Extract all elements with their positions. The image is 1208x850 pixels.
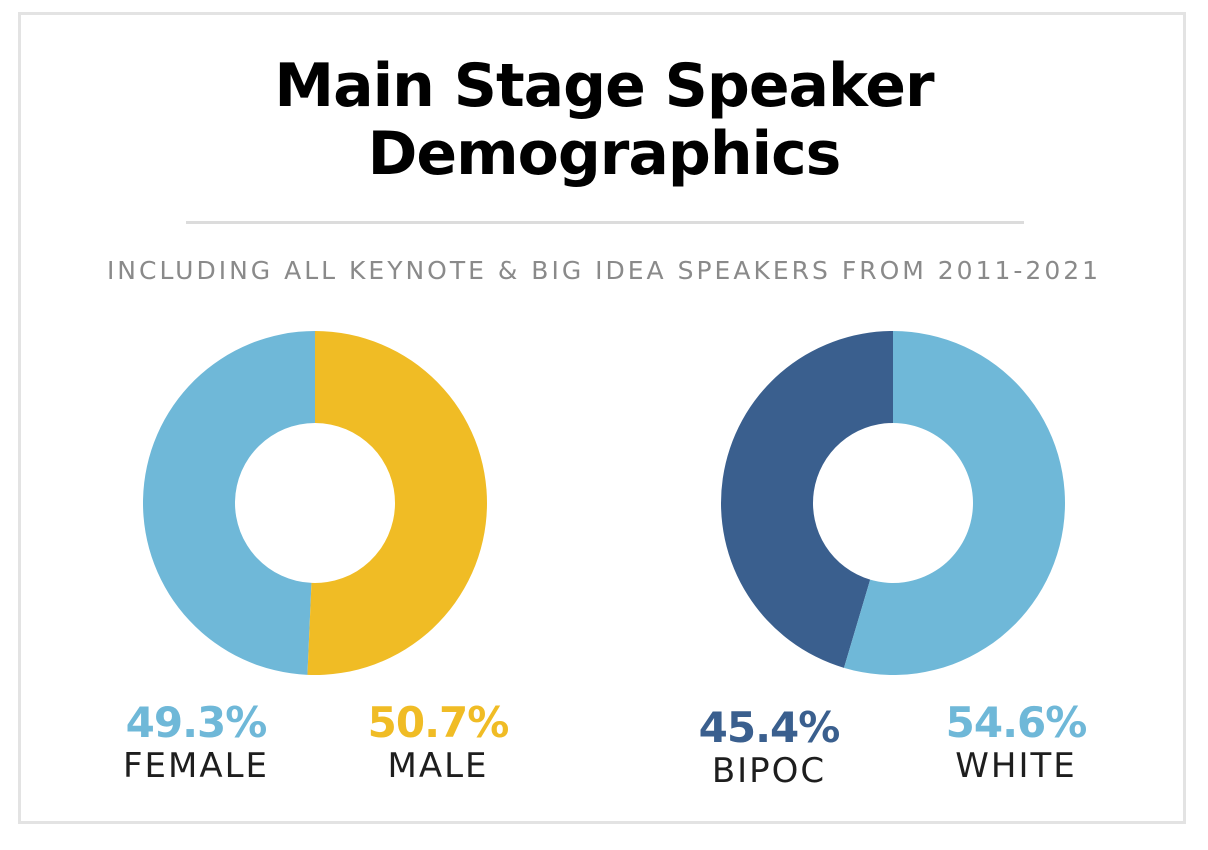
legend-female: 49.3% FEMALE (66, 698, 326, 787)
slice-bipoc (720, 331, 893, 668)
chart-title: Main Stage Speaker Demographics (0, 52, 1208, 188)
legend-male: 50.7% MALE (308, 698, 568, 787)
legend-bipoc: 45.4% BIPOC (639, 703, 899, 792)
white-percent: 54.6% (945, 698, 1088, 747)
bipoc-label: BIPOC (711, 751, 827, 791)
female-label: FEMALE (122, 746, 270, 786)
title-divider (186, 221, 1024, 224)
slice-female (142, 331, 315, 675)
legend-white: 54.6% WHITE (886, 698, 1146, 787)
male-percent: 50.7% (367, 698, 510, 747)
title-line-2: Demographics (367, 119, 842, 189)
chart-subtitle: Including all Keynote & Big Idea Speaker… (106, 256, 1102, 285)
slice-male (307, 331, 487, 675)
female-percent: 49.3% (125, 698, 268, 747)
bipoc-percent: 45.4% (698, 703, 841, 752)
white-label: WHITE (955, 746, 1077, 786)
title-line-1: Main Stage Speaker (274, 51, 934, 121)
race-donut-chart (720, 331, 1065, 675)
male-label: MALE (387, 746, 489, 786)
slice-white (843, 331, 1065, 675)
card-frame (18, 12, 1186, 824)
gender-donut-chart (142, 331, 487, 675)
